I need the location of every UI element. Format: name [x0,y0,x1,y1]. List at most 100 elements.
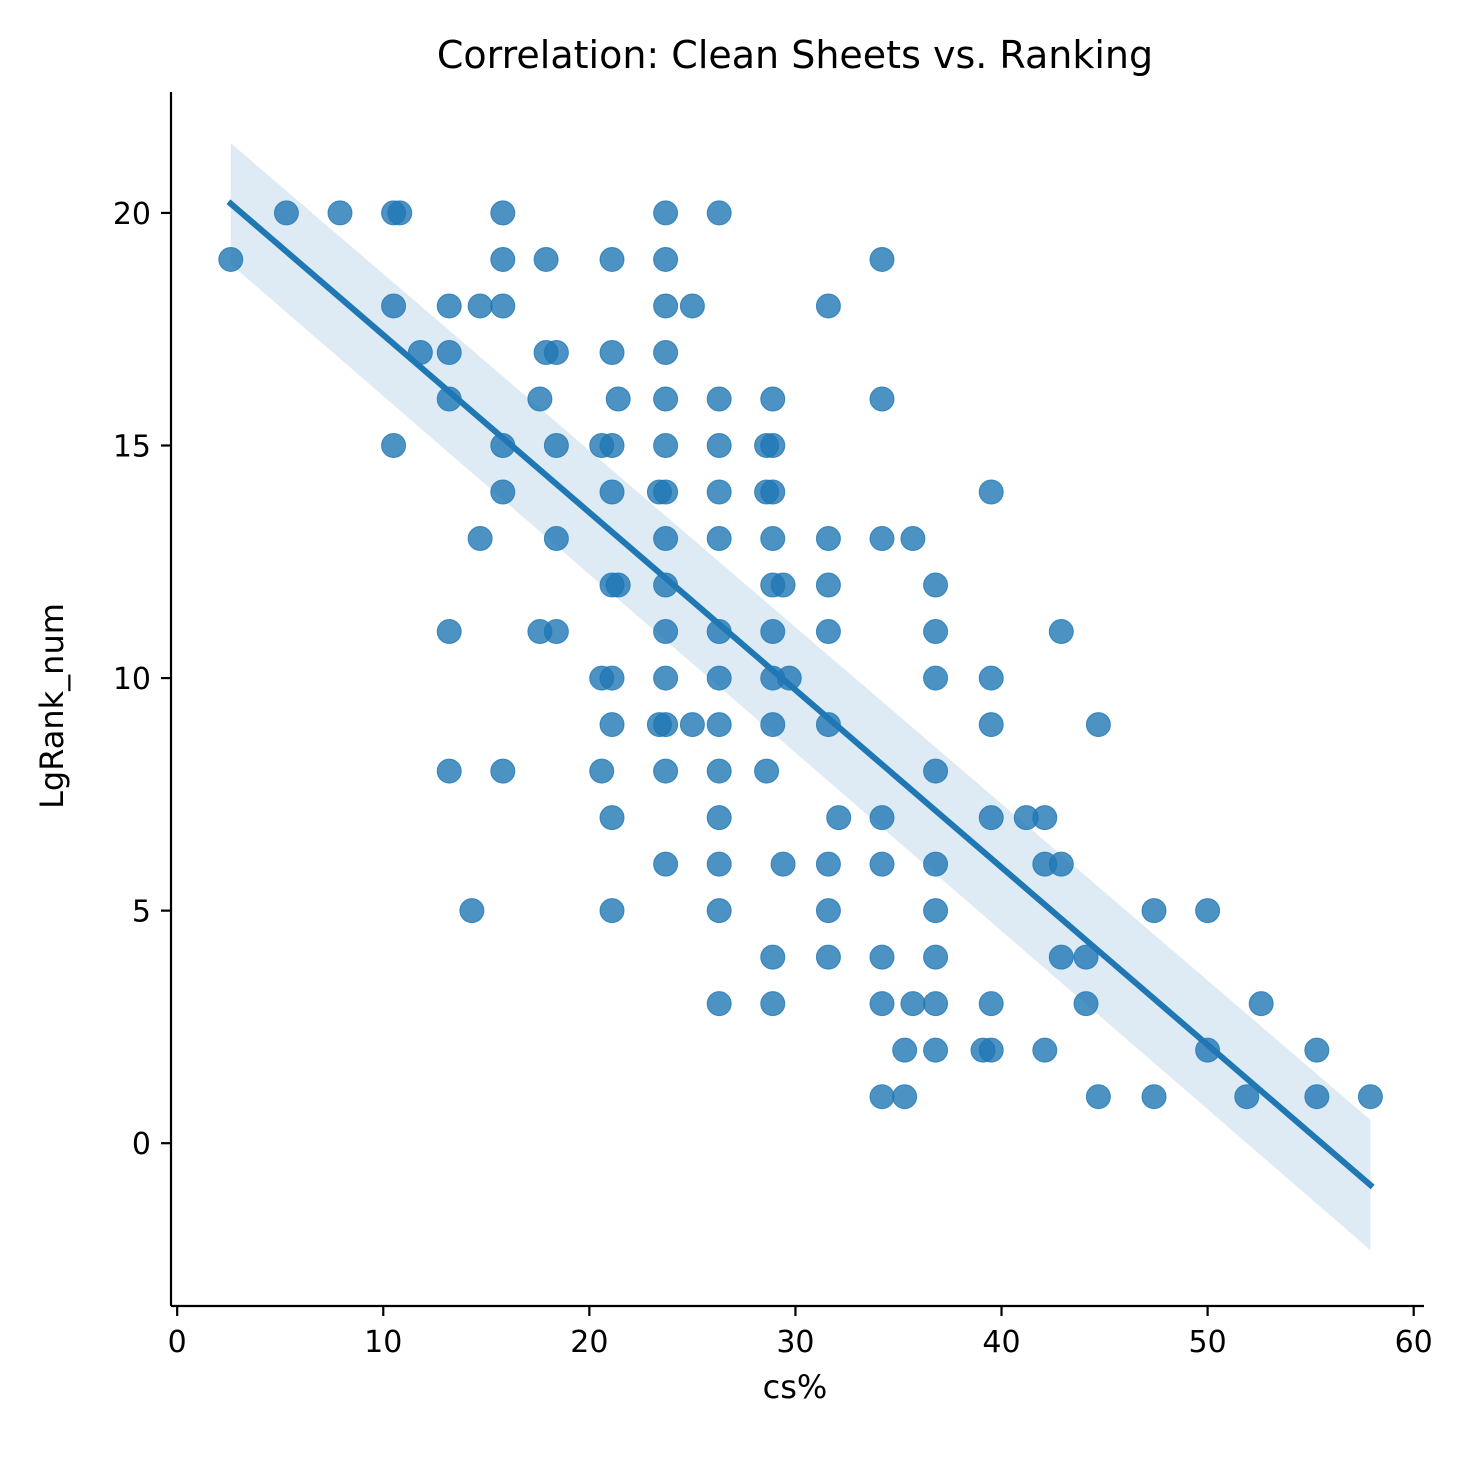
data-point [1032,805,1058,831]
plot-area [218,143,1383,1251]
data-point [490,246,516,272]
data-point [923,991,949,1017]
data-point [273,200,299,226]
data-point [653,293,679,319]
data-point [459,898,485,924]
x-tick-label: 20 [570,1325,608,1360]
data-point [706,758,732,784]
data-point [653,665,679,691]
data-point [1141,1084,1167,1110]
data-point [923,665,949,691]
data-point [978,712,1004,738]
data-point [490,758,516,784]
data-point [467,293,493,319]
data-point [869,1084,895,1110]
data-point [706,991,732,1017]
data-point [543,433,569,459]
y-tick-label: 5 [132,895,151,930]
data-point [490,200,516,226]
y-axis-label: LgRank_num [33,603,71,809]
data-point [646,712,672,738]
data-point [1073,991,1099,1017]
y-tick-label: 0 [132,1127,151,1162]
data-point [978,665,1004,691]
data-point [1085,1084,1111,1110]
data-point [815,944,841,970]
data-point [706,526,732,552]
data-point [706,851,732,877]
data-point [706,479,732,505]
data-point [815,851,841,877]
chart-title: Correlation: Clean Sheets vs. Ranking [437,33,1153,77]
data-point [543,526,569,552]
data-point [1195,1037,1221,1063]
data-points [218,200,1383,1110]
data-point [900,526,926,552]
data-point [760,526,786,552]
data-point [1048,619,1074,645]
data-point [706,200,732,226]
data-point [770,851,796,877]
data-point [760,386,786,412]
data-point [1195,898,1221,924]
data-point [653,619,679,645]
data-point [706,665,732,691]
data-point [533,246,559,272]
data-point [1248,991,1274,1017]
data-point [467,526,493,552]
data-point [706,805,732,831]
data-point [1141,898,1167,924]
data-point [1032,1037,1058,1063]
data-point [381,433,407,459]
data-point [900,991,926,1017]
data-point [760,619,786,645]
data-point [706,712,732,738]
data-point [815,712,841,738]
x-axis-label: cs% [763,1368,828,1406]
data-point [892,1037,918,1063]
x-tick-label: 0 [168,1325,187,1360]
data-point [490,293,516,319]
data-point [1234,1084,1260,1110]
data-point [1073,944,1099,970]
data-point [923,944,949,970]
data-point [923,758,949,784]
data-point [436,293,462,319]
data-point [1357,1084,1383,1110]
data-point [490,479,516,505]
data-point [436,758,462,784]
data-point [869,246,895,272]
data-point [869,805,895,831]
data-point [923,851,949,877]
data-point [869,944,895,970]
y-axis-ticks: 0 5 10 15 20 [113,197,171,1162]
data-point [599,479,625,505]
x-axis-ticks: 0 10 20 30 40 50 60 [168,1306,1433,1360]
data-point [679,293,705,319]
data-point [815,526,841,552]
data-point [760,712,786,738]
data-point [869,386,895,412]
data-point [754,758,780,784]
data-point [923,572,949,598]
data-point [978,479,1004,505]
x-tick-label: 60 [1395,1325,1433,1360]
data-point [599,898,625,924]
data-point [646,479,672,505]
data-point [653,246,679,272]
data-point [653,339,679,365]
y-tick-label: 20 [113,197,151,232]
data-point [815,293,841,319]
data-point [706,898,732,924]
y-tick-label: 10 [113,662,151,697]
data-point [978,805,1004,831]
regression-line [226,199,1375,1190]
data-point [892,1084,918,1110]
data-point [543,339,569,365]
data-point [679,712,705,738]
data-point [218,246,244,272]
data-point [653,851,679,877]
data-point [978,991,1004,1017]
data-point [381,293,407,319]
